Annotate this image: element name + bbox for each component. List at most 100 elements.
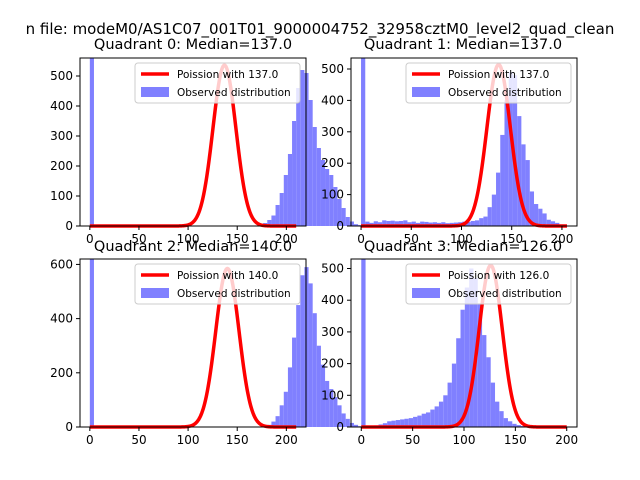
histogram-bar [292, 337, 297, 427]
legend-box [405, 62, 572, 104]
legend-label-observed: Observed distribution [177, 87, 291, 99]
x-tick-label: 50 [404, 232, 419, 246]
histogram-bar [499, 411, 504, 427]
histogram-bar [490, 382, 496, 427]
histogram-bar [508, 72, 513, 226]
histogram-bar [420, 221, 425, 226]
histogram-bar [341, 208, 346, 226]
panel-quadrant-3: 0 50 100 150 200 0 100 200 300 400 500 Poission wi… [321, 239, 578, 447]
y-tick-label: 400 [50, 99, 73, 113]
histogram-bar [89, 259, 94, 427]
histogram-bar [296, 305, 301, 427]
y-tick-label: 0 [336, 219, 344, 233]
histogram-bar [353, 224, 359, 226]
histogram-bar [361, 58, 366, 226]
x-tick-label: 0 [357, 433, 365, 447]
histogram-bar [325, 380, 330, 427]
histogram-bar [337, 405, 342, 427]
histogram-bar [504, 100, 509, 226]
y-tick-label: 300 [50, 129, 73, 143]
x-tick-label: 150 [504, 433, 527, 447]
histogram-bar [424, 221, 429, 226]
histogram-bar [283, 175, 288, 226]
x-tick-label: 200 [555, 433, 578, 447]
histogram-bar [387, 421, 392, 427]
histogram-bar [365, 221, 370, 226]
histogram-bar [479, 218, 484, 226]
histogram-bar [517, 116, 522, 226]
histogram-bar [456, 338, 461, 427]
panel-quadrant-2: 0 50 100 150 200 0 200 400 600 Poission with 140… [50, 239, 363, 447]
y-tick-label: 100 [321, 388, 344, 402]
legend-swatch-observed [141, 87, 169, 97]
histogram-bar [275, 205, 280, 226]
histogram-bar [287, 367, 293, 427]
legend-box [134, 62, 301, 104]
histogram-bar [333, 397, 338, 427]
histogram-bar [447, 382, 452, 427]
histogram-bar [411, 221, 416, 226]
x-tick-label: 150 [226, 433, 249, 447]
histogram-bar [441, 222, 446, 226]
legend-box [405, 263, 572, 305]
histogram-bar [292, 121, 297, 226]
y-tick-label: 400 [50, 312, 73, 326]
y-tick-label: 400 [321, 293, 344, 307]
y-tick-label: 200 [321, 357, 344, 371]
histogram-bar [283, 391, 288, 427]
x-tick-label: 200 [275, 232, 298, 246]
panel-title: Quadrant 2: Median=140.0 [94, 239, 292, 255]
x-tick-label: 0 [357, 232, 365, 246]
legend-swatch-observed [412, 288, 440, 298]
panel-title: Quadrant 3: Median=126.0 [364, 239, 562, 255]
histogram-bar [487, 207, 492, 226]
histogram-bar [390, 220, 395, 226]
legend-label-observed: Observed distribution [448, 288, 562, 300]
histogram-bar [345, 217, 350, 226]
y-tick-label: 200 [50, 159, 73, 173]
x-tick-label: 50 [131, 232, 146, 246]
y-tick-label: 500 [50, 69, 73, 83]
histogram-bar [399, 220, 404, 226]
histogram-bar [512, 423, 517, 427]
histogram-bar [512, 75, 518, 227]
y-tick-label: 0 [65, 219, 73, 233]
histogram-bar [394, 221, 400, 226]
x-tick-label: 100 [453, 433, 476, 447]
histogram-bar [404, 418, 409, 427]
histogram-bar [466, 221, 471, 226]
y-tick-label: 0 [65, 420, 73, 434]
histogram-bar [373, 221, 378, 226]
histogram-bars [361, 58, 564, 227]
x-tick-label: 100 [450, 232, 473, 246]
histogram-bar [538, 208, 543, 226]
histogram-bar [325, 169, 330, 226]
histogram-bar [407, 222, 412, 226]
histogram-bar [329, 175, 334, 226]
y-tick-label: 500 [321, 262, 344, 276]
histogram-bar [434, 406, 439, 427]
histogram-bar [377, 222, 383, 226]
y-tick-label: 100 [50, 189, 73, 203]
axes-frame [79, 258, 307, 428]
legend-label-poisson: Poission with 126.0 [448, 270, 549, 282]
y-tick-label: 200 [50, 366, 73, 380]
histogram-bar [353, 424, 359, 427]
histogram-bar [495, 401, 500, 427]
histogram-bar [413, 416, 418, 427]
histogram-bar [341, 413, 346, 427]
legend: Poission with 126.0 Observed distribution [405, 263, 572, 305]
histogram-bar [329, 389, 334, 427]
histogram-bar [382, 220, 387, 226]
histogram-bar [460, 309, 465, 427]
histogram-bar [361, 259, 366, 427]
legend-label-poisson: Poission with 140.0 [177, 270, 278, 282]
y-tick-label: 300 [321, 125, 344, 139]
histogram-bar [500, 134, 505, 226]
histogram-bar [550, 221, 556, 226]
histogram-bar [267, 220, 272, 226]
legend-label-observed: Observed distribution [448, 87, 562, 99]
histogram-bar [333, 187, 338, 226]
histogram-bar [308, 100, 313, 226]
histogram-bar [529, 191, 535, 226]
